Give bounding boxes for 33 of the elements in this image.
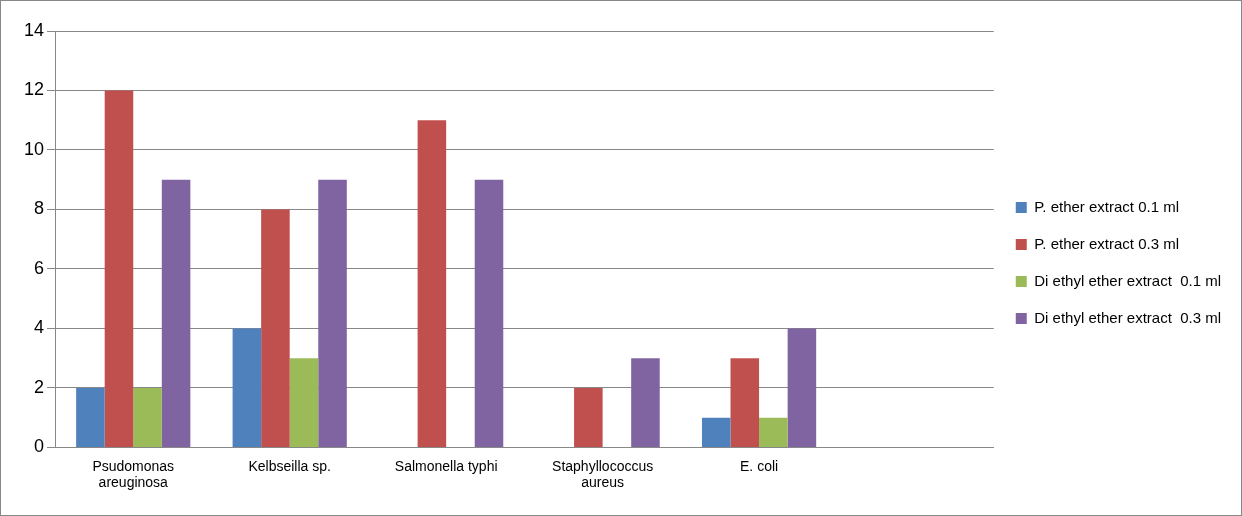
bar [759,417,788,447]
bar [631,358,660,447]
y-tick-label: 8 [34,198,45,219]
bar [232,328,262,447]
legend-label: Di ethyl ether extract 0.1 ml [1034,271,1222,289]
legend-label: Di ethyl ether extract 0.3 ml [1034,308,1222,326]
bar [574,387,603,447]
y-tick-label: 6 [34,257,45,278]
x-tick-label: Psudomonas areuginosa [92,457,175,491]
y-tick-label: 0 [34,436,45,457]
x-tick-label: Salmonella typhi [394,457,498,474]
y-tick-label: 10 [23,138,45,159]
bar [289,358,319,447]
y-tick-label: 14 [23,19,45,40]
bar [318,179,347,447]
bar [133,387,162,447]
bar [417,120,447,447]
bar [161,179,191,447]
y-tick-label: 4 [34,317,45,338]
bar [104,90,134,447]
x-tick-label: E. coli [740,457,779,474]
bar [787,328,817,447]
bar [701,417,731,447]
legend-label: P. ether extract 0.1 ml [1034,197,1180,215]
bar [76,387,105,447]
legend-label: P. ether extract 0.3 ml [1034,234,1180,252]
y-tick-label: 2 [34,376,45,397]
y-tick-label: 12 [23,79,45,100]
bar [730,358,760,447]
bar [474,179,504,447]
x-tick-label: Kelbseilla sp. [248,457,331,474]
x-tick-label: Staphyllococcus aureus [552,457,654,491]
bar [261,209,290,447]
